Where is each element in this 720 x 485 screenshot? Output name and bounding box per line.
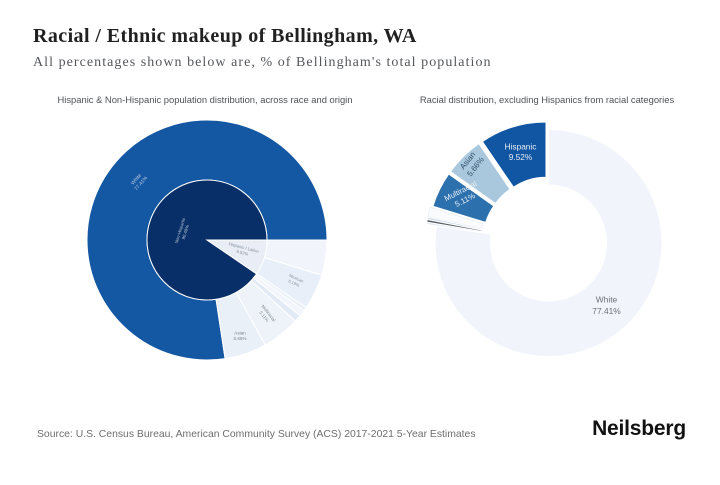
svg-text:Asian: Asian bbox=[234, 330, 246, 335]
svg-text:Mexican: Mexican bbox=[288, 273, 305, 284]
svg-text:9.52%: 9.52% bbox=[509, 152, 533, 162]
svg-text:9.52%: 9.52% bbox=[236, 249, 249, 257]
svg-text:Hispanic: Hispanic bbox=[505, 141, 537, 151]
svg-text:White: White bbox=[596, 294, 618, 304]
svg-text:6.19%: 6.19% bbox=[288, 278, 301, 288]
svg-text:5.66%: 5.66% bbox=[233, 336, 246, 341]
svg-text:77.41%: 77.41% bbox=[592, 306, 621, 316]
svg-text:5.11%: 5.11% bbox=[258, 310, 269, 323]
svg-text:90.48%: 90.48% bbox=[181, 224, 190, 240]
